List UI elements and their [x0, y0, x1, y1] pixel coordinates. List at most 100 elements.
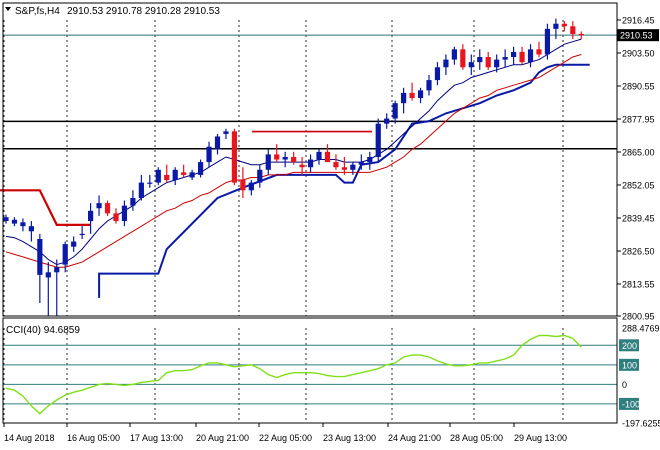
- cci-pane-border: [2, 317, 618, 424]
- candle: [37, 233, 43, 304]
- candle-body: [544, 28, 551, 55]
- price-tag-background: [617, 29, 659, 42]
- candle-body: [206, 146, 212, 163]
- candle: [511, 46, 517, 65]
- collapse-arrow-icon[interactable]: [5, 7, 11, 11]
- candle: [79, 226, 85, 239]
- candle-body: [316, 151, 322, 160]
- candle-body: [485, 57, 491, 68]
- candle: [62, 241, 68, 273]
- candle-body: [451, 49, 457, 60]
- candle: [401, 87, 407, 114]
- candle-body: [502, 57, 508, 60]
- candle: [502, 49, 508, 68]
- candle-body: [384, 118, 390, 124]
- candle-body: [248, 182, 254, 191]
- candle: [350, 162, 356, 175]
- candle-body: [460, 49, 466, 68]
- candle: [519, 46, 525, 65]
- current-price-tag: 2910.53: [617, 29, 659, 42]
- candle-body: [426, 80, 432, 91]
- frame-layer: [2, 2, 618, 424]
- candle-body: [375, 123, 381, 157]
- candle: [544, 23, 551, 60]
- candle: [494, 54, 500, 73]
- cci-line: [5, 334, 582, 415]
- candle: [54, 259, 60, 316]
- cci-y-tick-label: -197.6255: [622, 419, 660, 429]
- candle-body: [164, 174, 170, 181]
- horizontal-levels: [3, 34, 617, 150]
- candle: [45, 262, 51, 317]
- candle: [231, 128, 238, 186]
- candle-body: [468, 62, 474, 68]
- candle-body: [71, 241, 77, 247]
- y-tick-label: 2826.50: [622, 247, 655, 257]
- candle-body: [553, 23, 559, 29]
- candle: [28, 221, 34, 242]
- x-tick-label: 28 Aug 05:00: [450, 433, 503, 443]
- cci-y-tick-label: 288.4769: [622, 324, 660, 334]
- candle: [138, 174, 144, 201]
- candle-body: [477, 57, 483, 63]
- candle: [130, 190, 136, 211]
- candle: [223, 128, 229, 140]
- cci-header: CCI(40) 94.6859: [6, 325, 80, 336]
- candle: [451, 46, 457, 65]
- candle-body: [350, 164, 356, 170]
- candle-body: [511, 51, 517, 58]
- y-tick-label: 2839.45: [622, 214, 655, 224]
- cci-y-tick-label: 100: [622, 360, 637, 370]
- moving-average-slow: [5, 54, 582, 268]
- candle-body: [265, 154, 271, 170]
- candle: [384, 113, 390, 129]
- candle-body: [172, 169, 178, 181]
- candle: [561, 21, 567, 32]
- candle-body: [28, 226, 34, 232]
- candle-body: [570, 26, 576, 34]
- candle: [189, 169, 195, 181]
- candle: [553, 18, 559, 40]
- cci-title: CCI(40) 94.6859: [6, 325, 80, 336]
- candle: [316, 149, 322, 165]
- candle: [367, 151, 373, 170]
- candle-body: [392, 103, 398, 119]
- price-tag-label: 2910.53: [620, 31, 653, 41]
- candle: [291, 151, 297, 165]
- candle-body: [367, 156, 373, 163]
- candle-body: [181, 172, 187, 175]
- candle-body: [307, 159, 314, 168]
- candle-body: [231, 131, 238, 183]
- candle: [485, 51, 491, 70]
- candle-body: [561, 23, 567, 27]
- candle-body: [494, 59, 500, 68]
- candle-body: [197, 162, 204, 175]
- cci-level-tag: [619, 397, 639, 410]
- candle-body: [519, 51, 525, 63]
- candle: [155, 167, 161, 186]
- candle-body: [45, 272, 51, 278]
- cci-level-tag: [619, 358, 639, 371]
- candle-body: [130, 197, 136, 206]
- candle: [443, 54, 449, 75]
- x-tick-label: 23 Aug 13:00: [323, 433, 376, 443]
- candle-body: [282, 156, 288, 160]
- candle: [468, 54, 474, 75]
- candle-body: [401, 92, 407, 104]
- stop-line-red: [0, 189, 91, 226]
- candle-body: [324, 151, 331, 163]
- candle-body: [79, 233, 85, 236]
- candle: [265, 149, 271, 175]
- axis-labels: 2916.45 2903.50 2890.55 2877.95 2865.00 2852.…: [3, 16, 660, 443]
- candle-body: [434, 67, 441, 81]
- candle: [324, 144, 331, 163]
- cci-level-tag: [619, 339, 639, 352]
- candle-body: [20, 222, 26, 227]
- main-pane-border: [2, 2, 618, 317]
- x-tick-label: 22 Aug 05:00: [259, 433, 312, 443]
- candle-body: [257, 169, 263, 183]
- candle-body: [341, 167, 347, 170]
- candle: [121, 200, 128, 227]
